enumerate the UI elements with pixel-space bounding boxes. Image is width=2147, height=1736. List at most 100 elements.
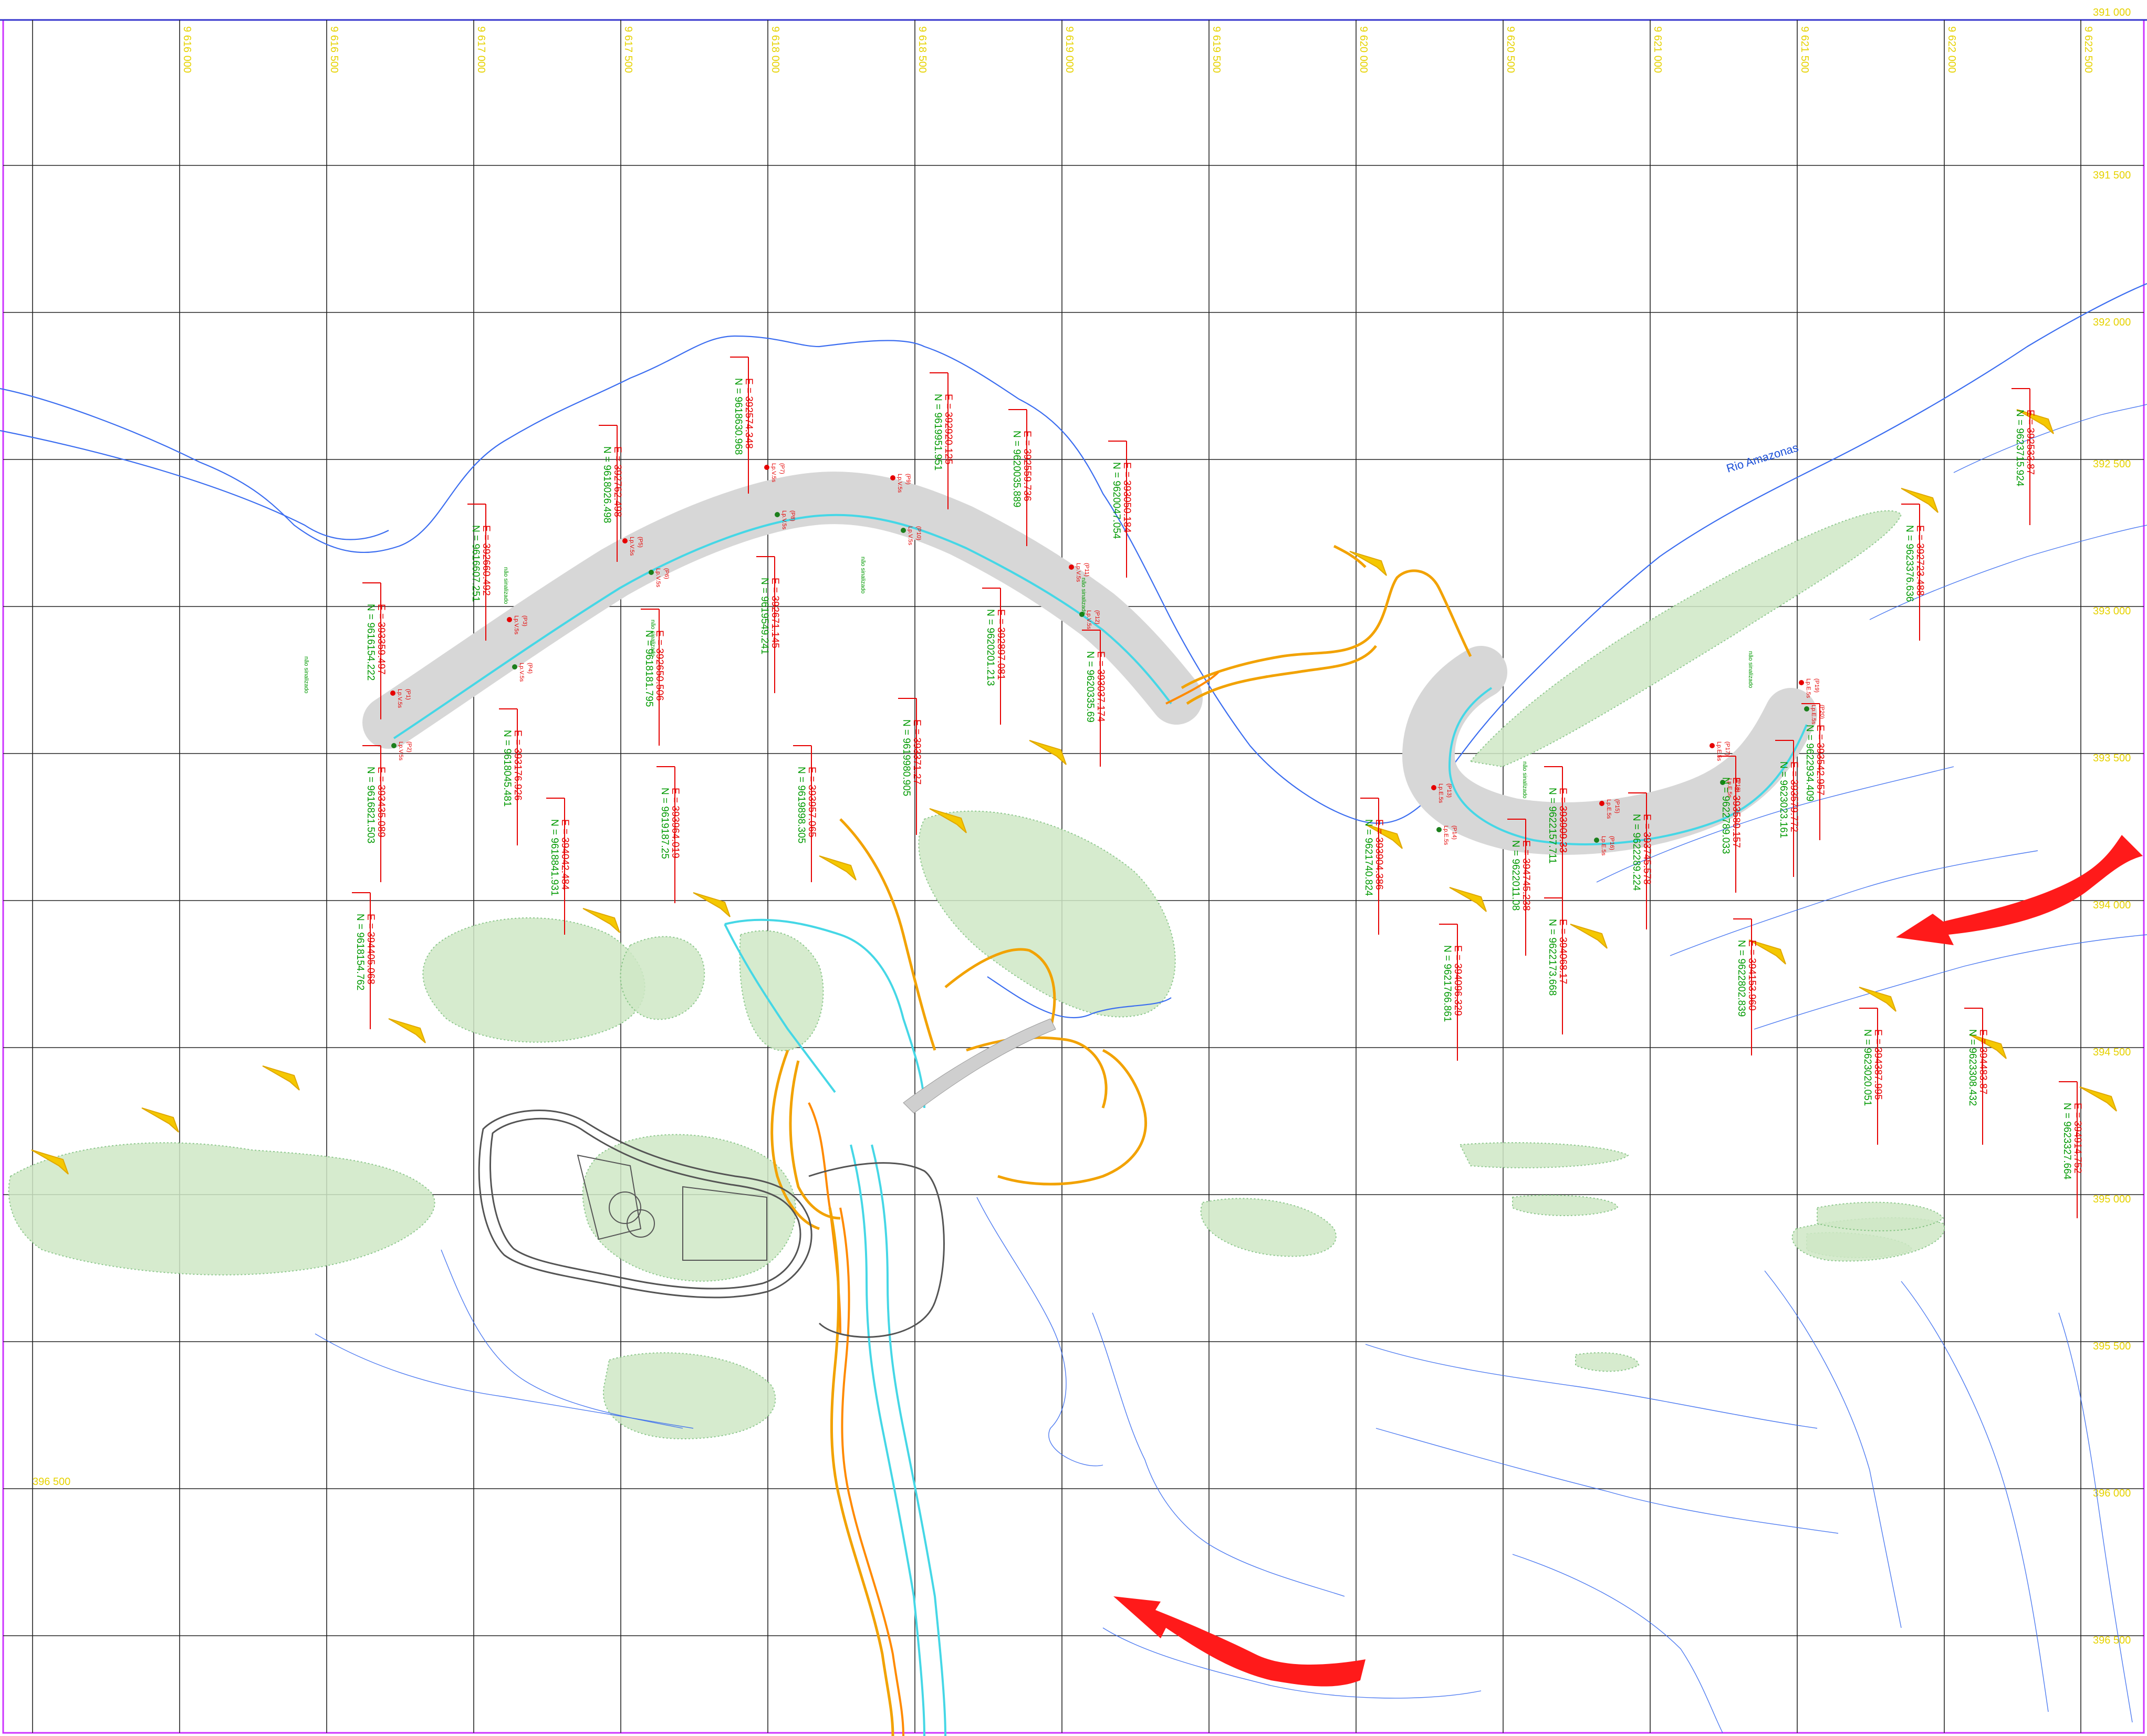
channel-buoy-icon (1069, 564, 1074, 570)
buoy-icon (1969, 1034, 2007, 1059)
easting-label: E = 392671.145 (769, 578, 780, 649)
channel-buoy-icon (622, 538, 628, 543)
easting-label: E = 393050.184 (1121, 462, 1132, 533)
buoy-light-label: Lp.E.5s (1443, 825, 1449, 845)
channel-buoy-icon (512, 664, 517, 670)
northing-label: N = 9618181.795 (643, 630, 654, 707)
northing-label: N = 9618026.498 (601, 446, 612, 523)
coordinate-grid: 9 616 000 9 616 500 9 617 000 9 617 500 9 61… (3, 7, 2144, 1733)
northing-label: N = 9620047.054 (1111, 462, 1122, 539)
easting-label: E = 394096.329 (1452, 945, 1463, 1016)
northing-label: N = 9623020.051 (1862, 1029, 1873, 1106)
buoy-light-label: Lp.V.5s (513, 615, 519, 635)
northing-label: N = 9618841.931 (549, 819, 560, 896)
buoy-id-label: (P10) (915, 526, 922, 540)
northing-label: N = 9622011.08 (1510, 840, 1521, 911)
easting-label: E = 393435.089 (376, 767, 387, 838)
status-note: não sinalizado (303, 656, 309, 693)
easting-label: E = 393371.27 (911, 719, 922, 785)
buoy-id-label: (P8) (789, 510, 796, 521)
top-tick-label: 9 619 000 (1064, 26, 1075, 73)
buoy-icon (1349, 551, 1387, 576)
northing-label: N = 9621766.861 (1442, 945, 1453, 1022)
buoy-icon (1029, 740, 1067, 765)
shoreline-contours (0, 283, 2147, 1733)
buoy-icon (2079, 1086, 2117, 1112)
buoy-light-label: Lp.V.5s (770, 463, 777, 483)
channel-buoy-icon (775, 512, 780, 517)
top-tick-label: 9 617 000 (475, 26, 487, 73)
channel-buoy-icon (890, 475, 895, 480)
easting-label: E = 394153.960 (1746, 940, 1757, 1011)
northing-label: N = 9623327.664 (2061, 1103, 2072, 1180)
buoy-id-label: (P13) (1446, 783, 1452, 798)
top-tick-label: 9 622 000 (1946, 26, 1957, 73)
buoy-id-label: (P7) (779, 463, 785, 474)
channel-buoy-icon (507, 617, 512, 622)
channel-buoy-icon (1599, 801, 1604, 806)
easting-label: E = 392559.736 (1022, 431, 1033, 501)
northing-label: N = 9621740.824 (1363, 819, 1374, 896)
easting-label: E = 392533.87 (2025, 410, 2036, 475)
buoy-light-label: Lp.E.5s (1810, 705, 1817, 725)
channel-buoy-icon (1431, 785, 1436, 790)
easting-label: E = 394405.068 (365, 914, 376, 985)
channel-buoy-icon (1710, 743, 1715, 748)
buoy-icon (693, 892, 731, 917)
buoy-icon (1859, 987, 1896, 1012)
easting-label: E = 393359.497 (376, 604, 387, 675)
top-tick-label: 9 617 500 (622, 26, 634, 73)
northing-label: N = 9623715.924 (2014, 410, 2025, 487)
channel-buoy-icon (1799, 680, 1804, 685)
northing-label: N = 9619549.241 (759, 578, 770, 654)
right-tick-label: 396 500 (2093, 1635, 2131, 1646)
buoy-light-label: Lp.V.5s (781, 510, 787, 530)
right-tick-label: 396 000 (2093, 1488, 2131, 1499)
shoal-areas (8, 510, 1945, 1440)
northing-label: N = 9619898.305 (796, 767, 807, 843)
left-tick-label: 396 500 (33, 1476, 70, 1488)
buoy-id-label: (P5) (637, 537, 643, 548)
buoy-icon (1570, 924, 1608, 949)
status-note: não sinalizado (503, 567, 509, 604)
status-note: não sinalizado (1521, 761, 1528, 798)
top-tick-label: 9 621 000 (1652, 26, 1663, 73)
northing-label: N = 9616607.251 (470, 525, 481, 602)
buoy-id-label: (P14) (1451, 825, 1457, 840)
channel-buoy-icon (901, 528, 906, 533)
northing-label: N = 9619187.25 (659, 788, 670, 859)
buoy-id-label: (P19) (1814, 678, 1820, 693)
northing-label: N = 9623308.432 (1967, 1029, 1978, 1106)
easting-label: E = 394387.995 (1872, 1029, 1883, 1100)
status-note: não sinalizado (650, 620, 656, 656)
buoy-markers: Lp.V.5s (P1)Lp.V.5s (P2)Lp.V.5s (P3)Lp.V.5s… (31, 409, 2117, 1175)
buoy-id-label: (P3) (522, 615, 528, 626)
easting-label: E = 394745.238 (1520, 840, 1531, 911)
channel-buoy-icon (1436, 827, 1442, 832)
port-structures (724, 545, 1472, 1736)
northing-label: N = 9622289.224 (1631, 814, 1642, 891)
northing-label: N = 9616821.503 (365, 767, 376, 843)
buoy-id-label: (P9) (905, 474, 911, 485)
buoy-icon (2016, 409, 2054, 434)
top-tick-label: 9 620 000 (1358, 26, 1369, 73)
easting-label: E = 393542.957 (1815, 725, 1826, 796)
right-tick-label: 392 000 (2093, 317, 2131, 328)
easting-label: E = 392660.492 (481, 525, 492, 596)
buoy-id-label: (P6) (663, 568, 670, 579)
status-note: não sinalizado (860, 557, 866, 593)
buoy-id-label: (P2) (406, 741, 412, 752)
buoy-icon (819, 855, 857, 881)
northing-label: N = 9622802.839 (1736, 940, 1747, 1017)
buoy-icon (582, 908, 620, 933)
buoy-light-label: Lp.V.5s (398, 741, 404, 761)
buoy-light-label: Lp.E.5s (1600, 836, 1607, 856)
right-tick-label: 394 500 (2093, 1047, 2131, 1058)
channel-buoy-icon (390, 691, 395, 696)
buoy-icon (388, 1018, 426, 1043)
buoy-light-label: Lp.E.5s (1606, 799, 1612, 819)
top-tick-label: 9 618 500 (916, 26, 928, 73)
buoy-light-label: Lp.E.5s (1726, 778, 1733, 798)
buoy-icon (262, 1065, 300, 1091)
right-tick-label: 391 500 (2093, 170, 2131, 181)
